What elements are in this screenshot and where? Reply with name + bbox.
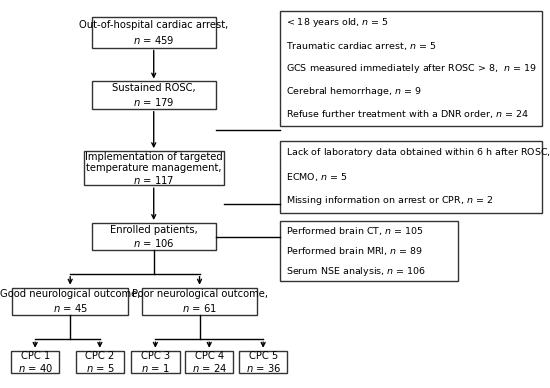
Text: $n$ = 117: $n$ = 117 xyxy=(133,173,174,185)
Text: $n$ = 5: $n$ = 5 xyxy=(86,362,114,374)
Text: Good neurological outcome,: Good neurological outcome, xyxy=(0,289,140,300)
Text: ECMO, $n$ = 5: ECMO, $n$ = 5 xyxy=(286,171,347,183)
Text: CPC 2: CPC 2 xyxy=(85,352,114,361)
Bar xyxy=(12,288,128,315)
Text: Serum NSE analysis, $n$ = 106: Serum NSE analysis, $n$ = 106 xyxy=(286,265,426,278)
Text: Refuse further treatment with a DNR order, $n$ = 24: Refuse further treatment with a DNR orde… xyxy=(286,108,529,120)
Bar xyxy=(239,351,288,374)
Text: $n$ = 40: $n$ = 40 xyxy=(18,362,53,374)
Bar xyxy=(92,17,216,48)
Bar xyxy=(92,81,216,109)
Text: CPC 3: CPC 3 xyxy=(141,352,170,361)
Text: Sustained ROSC,: Sustained ROSC, xyxy=(112,83,196,93)
Text: Cerebral hemorrhage, $n$ = 9: Cerebral hemorrhage, $n$ = 9 xyxy=(286,85,421,98)
Bar xyxy=(131,351,180,374)
Text: $n$ = 61: $n$ = 61 xyxy=(182,302,217,314)
Text: GCS measured immediately after ROSC > 8,  $n$ = 19: GCS measured immediately after ROSC > 8,… xyxy=(286,62,537,75)
Text: temperature management,: temperature management, xyxy=(86,163,222,173)
Text: < 18 years old, $n$ = 5: < 18 years old, $n$ = 5 xyxy=(286,16,389,29)
Text: Lack of laboratory data obtained within 6 h after ROSC, $n$ = 4: Lack of laboratory data obtained within … xyxy=(286,146,550,159)
Text: $n$ = 1: $n$ = 1 xyxy=(141,362,169,374)
Text: CPC 1: CPC 1 xyxy=(20,352,50,361)
Text: Poor neurological outcome,: Poor neurological outcome, xyxy=(131,289,267,300)
Bar xyxy=(11,351,59,374)
Text: Missing information on arrest or CPR, $n$ = 2: Missing information on arrest or CPR, $n… xyxy=(286,194,493,208)
Bar xyxy=(280,12,542,126)
Bar xyxy=(185,351,234,374)
Text: Implementation of targeted: Implementation of targeted xyxy=(85,152,223,162)
Text: $n$ = 106: $n$ = 106 xyxy=(133,237,174,249)
Bar xyxy=(280,221,458,281)
Text: CPC 5: CPC 5 xyxy=(249,352,278,361)
Text: Performed brain CT, $n$ = 105: Performed brain CT, $n$ = 105 xyxy=(286,225,424,237)
Text: $n$ = 24: $n$ = 24 xyxy=(191,362,227,374)
Text: Enrolled patients,: Enrolled patients, xyxy=(110,225,197,235)
Text: $n$ = 36: $n$ = 36 xyxy=(245,362,280,374)
Text: Performed brain MRI, $n$ = 89: Performed brain MRI, $n$ = 89 xyxy=(286,245,423,257)
Text: CPC 4: CPC 4 xyxy=(195,352,224,361)
Bar xyxy=(141,288,257,315)
Bar xyxy=(75,351,124,374)
Text: $n$ = 45: $n$ = 45 xyxy=(53,302,87,314)
Text: $n$ = 179: $n$ = 179 xyxy=(133,96,174,108)
Text: Traumatic cardiac arrest, $n$ = 5: Traumatic cardiac arrest, $n$ = 5 xyxy=(286,40,436,52)
Bar xyxy=(84,151,224,185)
Bar xyxy=(92,223,216,250)
Text: $n$ = 459: $n$ = 459 xyxy=(133,34,174,46)
Text: Out-of-hospital cardiac arrest,: Out-of-hospital cardiac arrest, xyxy=(79,20,228,30)
Bar xyxy=(280,141,542,213)
